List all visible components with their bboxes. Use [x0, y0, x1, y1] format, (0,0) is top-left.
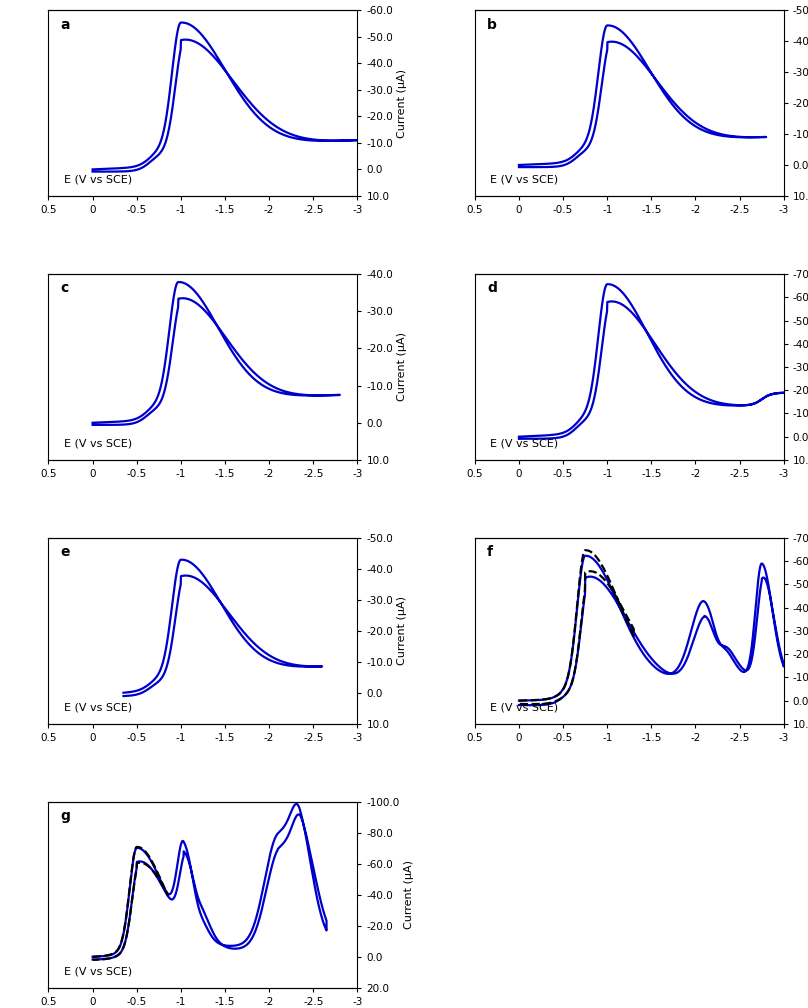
- Text: e: e: [61, 545, 70, 559]
- Text: E (V vs SCE): E (V vs SCE): [490, 438, 558, 449]
- Text: f: f: [487, 545, 493, 559]
- Text: b: b: [487, 17, 497, 31]
- Text: E (V vs SCE): E (V vs SCE): [490, 174, 558, 184]
- Y-axis label: Current (μA): Current (μA): [404, 861, 414, 929]
- Text: E (V vs SCE): E (V vs SCE): [64, 967, 132, 977]
- Text: E (V vs SCE): E (V vs SCE): [490, 703, 558, 713]
- Y-axis label: Current (μA): Current (μA): [398, 597, 407, 665]
- Text: E (V vs SCE): E (V vs SCE): [64, 174, 132, 184]
- Text: E (V vs SCE): E (V vs SCE): [64, 438, 132, 449]
- Y-axis label: Current (μA): Current (μA): [398, 69, 407, 137]
- Text: E (V vs SCE): E (V vs SCE): [64, 703, 132, 713]
- Text: g: g: [61, 809, 71, 824]
- Y-axis label: Current (μA): Current (μA): [398, 333, 407, 401]
- Text: c: c: [61, 281, 69, 295]
- Text: d: d: [487, 281, 497, 295]
- Text: a: a: [61, 17, 70, 31]
